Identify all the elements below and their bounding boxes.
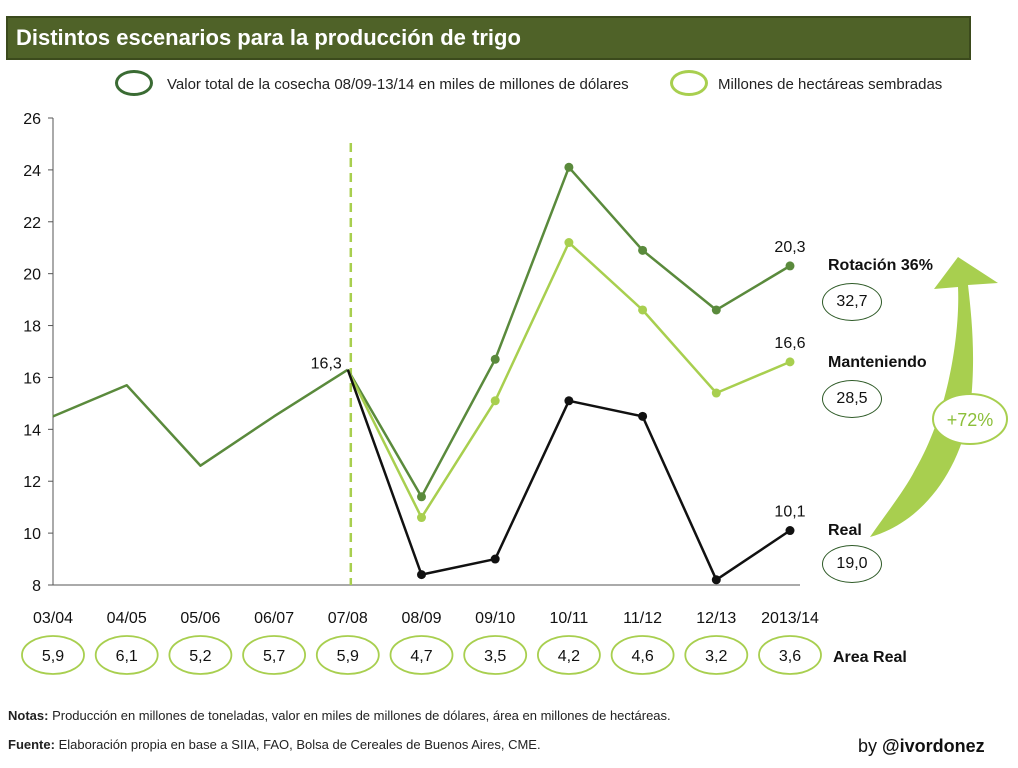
- x-tick-label: 03/04: [33, 610, 73, 627]
- area-oval: [168, 635, 233, 675]
- x-tick-label: 10/11: [549, 610, 588, 627]
- series-3-point: [711, 575, 721, 585]
- source-text: Elaboración propia en base a SIIA, FAO, …: [58, 737, 541, 752]
- area-oval: [610, 635, 675, 675]
- area-oval: [315, 635, 380, 675]
- source-line: Fuente: Elaboración propia en base a SII…: [8, 737, 541, 752]
- area-oval: [21, 635, 85, 675]
- area-value: 5,9: [337, 648, 359, 665]
- series-1-point: [638, 245, 648, 255]
- series-2-point: [711, 388, 721, 398]
- area-value: 5,2: [189, 648, 211, 665]
- series-3-point: [564, 396, 574, 406]
- x-tick-label: 09/10: [475, 610, 515, 627]
- series-line-1: [346, 166, 791, 499]
- legend-label-2: Millones de hectáreas sembradas: [718, 76, 943, 93]
- growth-arrow-icon: [870, 257, 998, 537]
- x-tick-label: 04/05: [107, 610, 147, 627]
- series-3-point: [490, 554, 500, 564]
- series-1-point: [417, 492, 426, 502]
- x-tick-label: 11/12: [623, 610, 662, 627]
- x-tick-label: 12/13: [696, 610, 736, 627]
- growth-badge: [932, 393, 1008, 445]
- series-3-point: [785, 526, 795, 536]
- notes-text: Producción en millones de toneladas, val…: [52, 708, 671, 723]
- y-tick-label: 24: [23, 163, 41, 180]
- title-bar: Distintos escenarios para la producción …: [6, 16, 971, 60]
- series-1-point: [711, 305, 721, 315]
- scenario-label-manteniendo: Manteniendo: [828, 354, 927, 371]
- series-2-point: [417, 513, 426, 523]
- area-real-label: Area Real: [833, 649, 907, 666]
- legend-ring-icon: [670, 70, 708, 96]
- notes-line: Notas: Producción en millones de tonelad…: [8, 708, 671, 723]
- x-tick-label: 2013/14: [761, 610, 819, 627]
- y-tick-label: 22: [23, 215, 41, 232]
- annotation-end-rotacion: 20,3: [774, 239, 805, 256]
- notes-label: Notas:: [8, 708, 49, 723]
- legend-series-2: Millones de hectáreas sembradas: [670, 70, 960, 100]
- series-1-point: [490, 354, 500, 364]
- credit-by: by: [858, 736, 878, 756]
- source-label: Fuente:: [8, 737, 55, 752]
- area-oval: [389, 635, 454, 675]
- x-tick-label: 08/09: [401, 610, 441, 627]
- scenario-value-manteniendo: 28,5: [822, 380, 882, 418]
- series-2-point: [490, 396, 500, 406]
- series-3-point: [638, 411, 648, 421]
- legend-label-1: Valor total de la cosecha 08/09-13/14 en…: [167, 76, 629, 93]
- series-1-point: [785, 261, 795, 271]
- y-tick-label: 10: [23, 526, 41, 543]
- y-tick-label: 12: [23, 474, 41, 491]
- area-oval: [242, 635, 307, 675]
- area-value: 3,2: [705, 648, 727, 665]
- area-oval: [463, 635, 528, 675]
- scenario-label-rotacion: Rotación 36%: [828, 257, 933, 274]
- series-2-point: [785, 357, 795, 367]
- x-tick-label: 05/06: [180, 610, 220, 627]
- legend-ring-icon: [115, 70, 153, 96]
- area-value: 6,1: [116, 648, 138, 665]
- scenario-value-rotacion: 32,7: [822, 283, 882, 321]
- area-value: 4,2: [558, 648, 580, 665]
- area-value: 4,6: [631, 648, 653, 665]
- area-oval: [684, 635, 749, 675]
- area-oval: [537, 635, 601, 675]
- growth-label: +72%: [947, 410, 994, 430]
- scenario-label-real: Real: [828, 522, 862, 539]
- chart-title: Distintos escenarios para la producción …: [16, 25, 521, 50]
- x-tick-label: 06/07: [254, 610, 294, 627]
- series-line-2: [346, 241, 791, 519]
- area-value: 3,6: [779, 648, 801, 665]
- area-oval: [758, 635, 822, 675]
- series-line-0: [52, 368, 349, 467]
- series-2-point: [564, 238, 574, 248]
- area-oval: [94, 635, 159, 675]
- annotation-end-real: 10,1: [774, 504, 805, 521]
- x-tick-label: 07/08: [328, 610, 368, 627]
- annotation-start-value: 16,3: [311, 356, 342, 373]
- legend-series-1: Valor total de la cosecha 08/09-13/14 en…: [115, 70, 655, 100]
- y-tick-label: 26: [23, 111, 41, 128]
- series-1-point: [564, 162, 574, 172]
- y-tick-label: 20: [23, 267, 41, 284]
- y-tick-label: 14: [23, 422, 41, 439]
- credit-handle: @ivordonez: [882, 736, 985, 756]
- scenario-value-real: 19,0: [822, 545, 882, 583]
- area-value: 4,7: [410, 648, 432, 665]
- y-tick-label: 8: [32, 578, 41, 595]
- y-tick-label: 16: [23, 370, 41, 387]
- y-tick-label: 18: [23, 319, 41, 336]
- annotation-end-manteniendo: 16,6: [774, 335, 805, 352]
- area-value: 3,5: [484, 648, 506, 665]
- series-3-point: [417, 570, 426, 580]
- author-credit: by @ivordonez: [858, 736, 985, 757]
- area-value: 5,9: [42, 648, 64, 665]
- series-2-point: [638, 305, 648, 315]
- area-value: 5,7: [263, 648, 285, 665]
